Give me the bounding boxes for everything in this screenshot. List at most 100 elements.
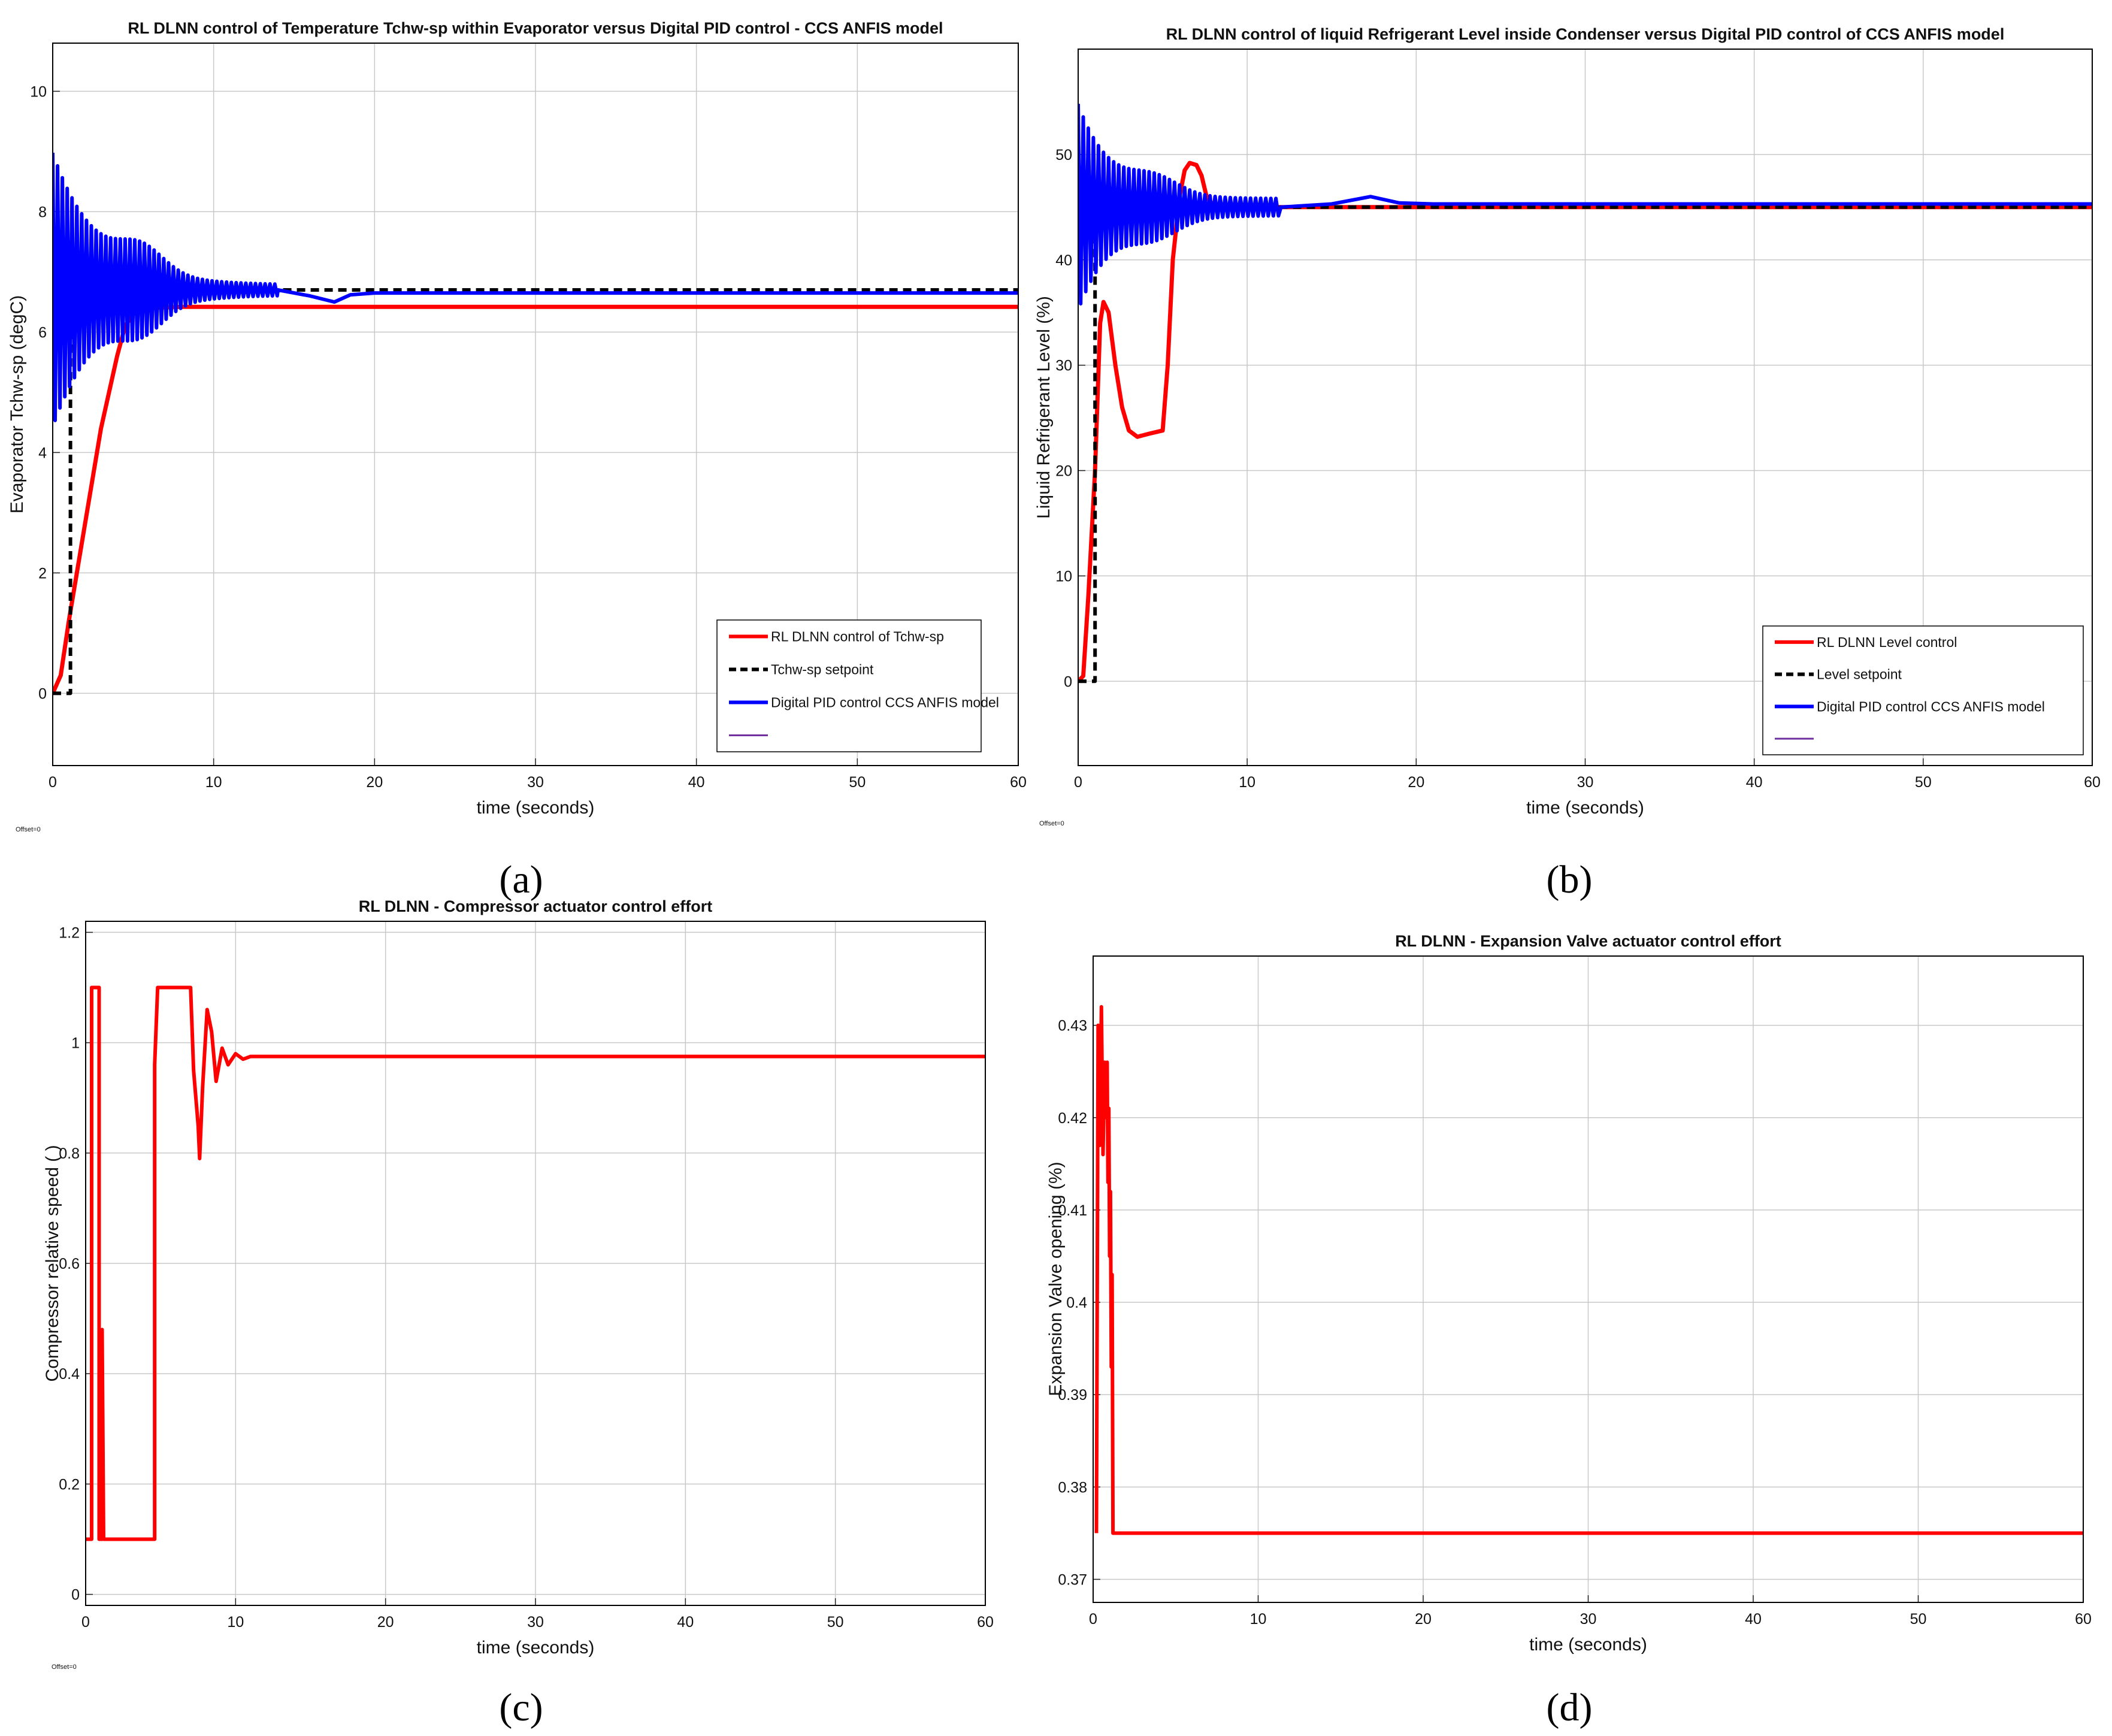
y-axis-label: Compressor relative speed ( ) [43,1145,62,1381]
y-tick-label: 2 [38,565,47,582]
legend-label-1: RL DLNN Level control [1817,634,1957,650]
legend: RL DLNN control of Tchw-sp Tchw-sp setpoi… [716,619,999,752]
series-line-1 [1078,161,2092,683]
x-axis-label: time (seconds) [477,798,595,818]
legend-label-2: Tchw-sp setpoint [771,662,874,678]
y-tick-label: 0.8 [59,1145,80,1162]
panel-tag: (b) [1547,858,1593,902]
series-line-1 [86,985,985,1541]
panel-tag: (c) [499,1686,543,1729]
legend: RL DLNN Level control Level setpoint Digit… [1762,625,2084,755]
series-line-3 [53,152,1018,422]
x-tick-label: 0 [1089,1611,1097,1628]
legend-label-1: RL DLNN control of Tchw-sp [771,629,944,645]
series-line-2 [1078,205,2092,683]
x-axis-label: time (seconds) [1529,1635,1647,1655]
chart-title: RL DLNN control of liquid Refrigerant Le… [1166,25,2005,43]
panel-c-chart: 0 10 20 30 40 50 60 0 0.2 0.4 0.6 0.8 1 1.2 RL DLNN - … [43,897,994,1729]
x-tick-label: 0 [49,774,57,791]
y-tick-label: 0 [71,1587,80,1604]
legend-label-2: Level setpoint [1817,667,1902,682]
x-tick-label: 40 [677,1614,694,1631]
x-tick-label: 60 [2075,1611,2092,1628]
panel-b-chart: 0 10 20 30 40 50 60 0 10 20 30 40 50 RL DLNN control … [1034,25,2101,902]
y-axis-label: Evaporator Tchw-sp (degC) [7,295,27,514]
series-group [1094,1005,2083,1535]
x-tick-label: 40 [688,774,705,791]
offset-note: Offset=0 [16,826,41,833]
y-axis-label: Liquid Refrigerant Level (%) [1034,296,1054,519]
panel-tag: (d) [1547,1686,1593,1729]
series-group [86,985,985,1541]
y-tick-label: 50 [1055,147,1072,164]
panel-d-chart: 0 10 20 30 40 50 60 0.37 0.38 0.39 0.4 0.41 0.42 0.43… [1046,932,2092,1729]
y-tick-label: 6 [38,324,47,341]
x-tick-label: 40 [1745,1611,1762,1628]
y-tick-label: 0.4 [1066,1295,1087,1311]
series-line-1 [1094,1005,2083,1535]
y-tick-label: 10 [30,83,47,100]
legend-label-3: Digital PID control CCS ANFIS model [771,695,999,710]
y-tick-label: 10 [1055,568,1072,585]
plot-frame [1093,955,2084,1603]
y-tick-label: 0.6 [59,1256,80,1272]
y-tick-label: 0.43 [1058,1018,1087,1035]
chart-title: RL DLNN - Expansion Valve actuator contr… [1395,932,1781,950]
x-tick-label: 10 [1239,774,1255,791]
plot-frame [52,43,1019,766]
x-tick-label: 50 [1915,774,1932,791]
x-tick-label: 60 [1010,774,1027,791]
series-line-3 [1078,104,2092,306]
y-tick-label: 40 [1055,252,1072,269]
x-tick-label: 20 [1415,1611,1432,1628]
x-tick-label: 30 [1577,774,1594,791]
y-tick-label: 0.38 [1058,1479,1087,1496]
legend-box [1762,625,2084,755]
series-group [1078,104,2092,683]
y-tick-label: 0 [1064,673,1072,690]
legend-label-3: Digital PID control CCS ANFIS model [1817,698,2045,714]
x-tick-label: 60 [977,1614,994,1631]
x-tick-label: 0 [1074,774,1082,791]
x-tick-label: 10 [205,774,222,791]
y-tick-label: 0.41 [1058,1202,1087,1219]
x-axis-label: time (seconds) [1526,798,1644,818]
x-tick-label: 50 [1910,1611,1927,1628]
plot-frame [1078,49,2093,766]
y-axis-label: Expansion Valve opening (%) [1046,1162,1066,1396]
panel-a-chart: 0 10 20 30 40 50 60 0 2 4 6 8 10 RL DLNN control of T… [7,19,1027,902]
x-tick-label: 10 [1250,1611,1267,1628]
x-tick-label: 30 [1580,1611,1597,1628]
y-tick-label: 4 [38,444,47,461]
y-tick-label: 0 [38,685,47,702]
x-tick-label: 20 [1408,774,1424,791]
y-tick-label: 0.37 [1058,1571,1087,1588]
y-tick-label: 1 [71,1035,80,1052]
y-tick-label: 30 [1055,358,1072,374]
x-tick-label: 60 [2084,774,2101,791]
x-tick-label: 30 [527,774,544,791]
x-tick-label: 0 [81,1614,90,1631]
y-tick-label: 8 [38,204,47,220]
y-tick-label: 0.39 [1058,1387,1087,1404]
legend-box [716,619,982,752]
x-tick-label: 20 [377,1614,394,1631]
series-group [53,152,1018,695]
x-tick-label: 50 [849,774,866,791]
y-tick-label: 0.2 [59,1476,80,1493]
y-tick-label: 20 [1055,463,1072,480]
x-tick-label: 30 [527,1614,544,1631]
y-tick-label: 0.42 [1058,1110,1087,1127]
offset-note: Offset=0 [52,1664,77,1671]
x-tick-label: 10 [227,1614,244,1631]
x-tick-label: 40 [1746,774,1763,791]
panel-tag: (a) [499,858,543,902]
plot-frame [85,921,986,1606]
offset-note: Offset=0 [1039,820,1064,827]
x-tick-label: 50 [827,1614,844,1631]
chart-title: RL DLNN control of Temperature Tchw-sp w… [128,19,943,37]
x-tick-label: 20 [366,774,383,791]
chart-title: RL DLNN - Compressor actuator control ef… [359,897,713,915]
y-tick-label: 0.4 [59,1366,80,1383]
